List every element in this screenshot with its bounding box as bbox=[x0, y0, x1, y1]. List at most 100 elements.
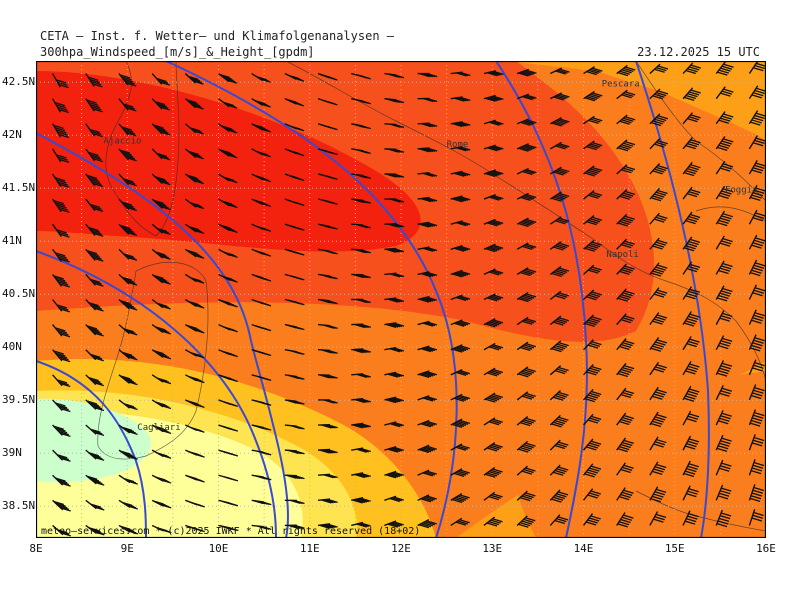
wind-barb bbox=[218, 424, 239, 432]
wind-barb bbox=[616, 437, 634, 453]
wind-barb bbox=[682, 385, 700, 402]
wind-barb bbox=[118, 298, 138, 311]
wind-barb bbox=[184, 173, 205, 185]
wind-barb bbox=[384, 72, 405, 79]
wind-barb bbox=[483, 293, 504, 302]
wind-barb bbox=[483, 367, 504, 377]
wind-barb bbox=[351, 97, 371, 105]
coast-italy-west bbox=[285, 61, 766, 382]
wind-barb bbox=[384, 322, 405, 329]
wind-barb bbox=[118, 499, 138, 510]
wind-barb bbox=[351, 248, 372, 254]
wind-barb bbox=[384, 371, 405, 378]
wind-barb bbox=[284, 524, 305, 530]
wind-barb bbox=[748, 85, 766, 100]
height-contour-5 bbox=[36, 360, 147, 538]
wind-barb bbox=[317, 198, 338, 205]
height-contours bbox=[36, 61, 710, 538]
wind-barb bbox=[251, 98, 271, 108]
wind-barb bbox=[185, 424, 205, 433]
wind-barb bbox=[317, 298, 338, 305]
wind-barb bbox=[51, 123, 70, 139]
wind-barb bbox=[582, 413, 602, 426]
wind-barb bbox=[251, 349, 272, 357]
wind-barb bbox=[351, 273, 372, 279]
wind-barb bbox=[682, 460, 700, 478]
wind-barb bbox=[649, 63, 669, 75]
wind-barb bbox=[384, 520, 404, 528]
lon-tick-label: 16E bbox=[756, 542, 776, 555]
wind-barb bbox=[582, 364, 602, 376]
wind-barb bbox=[218, 223, 238, 233]
wind-barb bbox=[616, 512, 634, 528]
wind-barb bbox=[384, 446, 405, 453]
wind-barb bbox=[218, 349, 238, 358]
wind-barb bbox=[649, 461, 667, 476]
wind-barb bbox=[351, 521, 371, 528]
wind-barb bbox=[582, 513, 601, 526]
wind-barb bbox=[251, 499, 272, 506]
coast-corsica bbox=[105, 61, 180, 237]
wind-barb bbox=[483, 516, 503, 527]
wind-barb bbox=[351, 173, 371, 179]
wind-barb bbox=[583, 289, 602, 301]
wind-barb bbox=[118, 424, 138, 436]
wind-barb bbox=[450, 244, 471, 252]
wind-barb bbox=[748, 334, 765, 352]
wind-barb bbox=[251, 198, 272, 208]
wind-barb bbox=[649, 511, 667, 526]
wind-barb bbox=[483, 144, 504, 152]
wind-barb bbox=[417, 419, 438, 428]
wind-barb bbox=[52, 524, 72, 537]
wind-barb bbox=[284, 223, 305, 231]
wind-barb bbox=[118, 198, 137, 212]
wind-barb bbox=[51, 148, 70, 163]
wind-barb bbox=[184, 349, 205, 359]
wind-barb bbox=[516, 316, 537, 326]
wind-barb bbox=[251, 298, 272, 307]
lon-tick-label: 8E bbox=[29, 542, 43, 555]
wind-barb bbox=[417, 72, 438, 78]
wind-barb bbox=[616, 387, 635, 401]
wind-barb bbox=[583, 239, 603, 252]
wind-barb bbox=[682, 261, 701, 275]
wind-barb bbox=[583, 314, 602, 328]
wind-barb bbox=[284, 248, 305, 256]
wind-barb bbox=[85, 73, 103, 88]
height-contour-3 bbox=[495, 61, 588, 538]
wind-barb bbox=[351, 472, 371, 479]
wind-barb bbox=[251, 323, 272, 332]
wind-barb bbox=[715, 86, 734, 100]
wind-barb bbox=[516, 217, 537, 228]
wind-barb bbox=[351, 198, 371, 204]
wind-barb bbox=[384, 421, 405, 428]
wind-barb bbox=[85, 524, 105, 536]
wind-barb bbox=[583, 264, 602, 275]
wind-barb bbox=[218, 449, 239, 457]
wind-barb bbox=[284, 474, 305, 480]
wind-barb bbox=[649, 436, 667, 451]
wind-barb bbox=[516, 143, 537, 152]
wind-barb bbox=[483, 243, 504, 253]
wind-barb bbox=[52, 173, 70, 188]
wind-barb bbox=[51, 73, 69, 89]
wind-barb bbox=[218, 474, 239, 482]
wind-barb bbox=[516, 68, 537, 77]
wind-barb bbox=[516, 490, 536, 502]
wind-barb bbox=[118, 173, 137, 187]
wind-barb bbox=[417, 494, 437, 503]
wind-barb bbox=[417, 246, 438, 252]
wind-barb bbox=[748, 159, 766, 175]
wind-barb bbox=[284, 72, 305, 82]
wind-barb bbox=[317, 523, 338, 529]
wind-barb bbox=[583, 165, 603, 177]
wind-barb bbox=[85, 499, 105, 511]
wind-barb bbox=[351, 422, 371, 429]
wind-barb bbox=[151, 173, 171, 186]
wind-barb bbox=[417, 221, 438, 228]
wind-barb bbox=[516, 167, 537, 176]
wind-barb bbox=[118, 524, 139, 535]
wind-barb bbox=[748, 384, 765, 401]
wind-barb bbox=[118, 449, 138, 460]
wind-barb bbox=[549, 141, 570, 150]
